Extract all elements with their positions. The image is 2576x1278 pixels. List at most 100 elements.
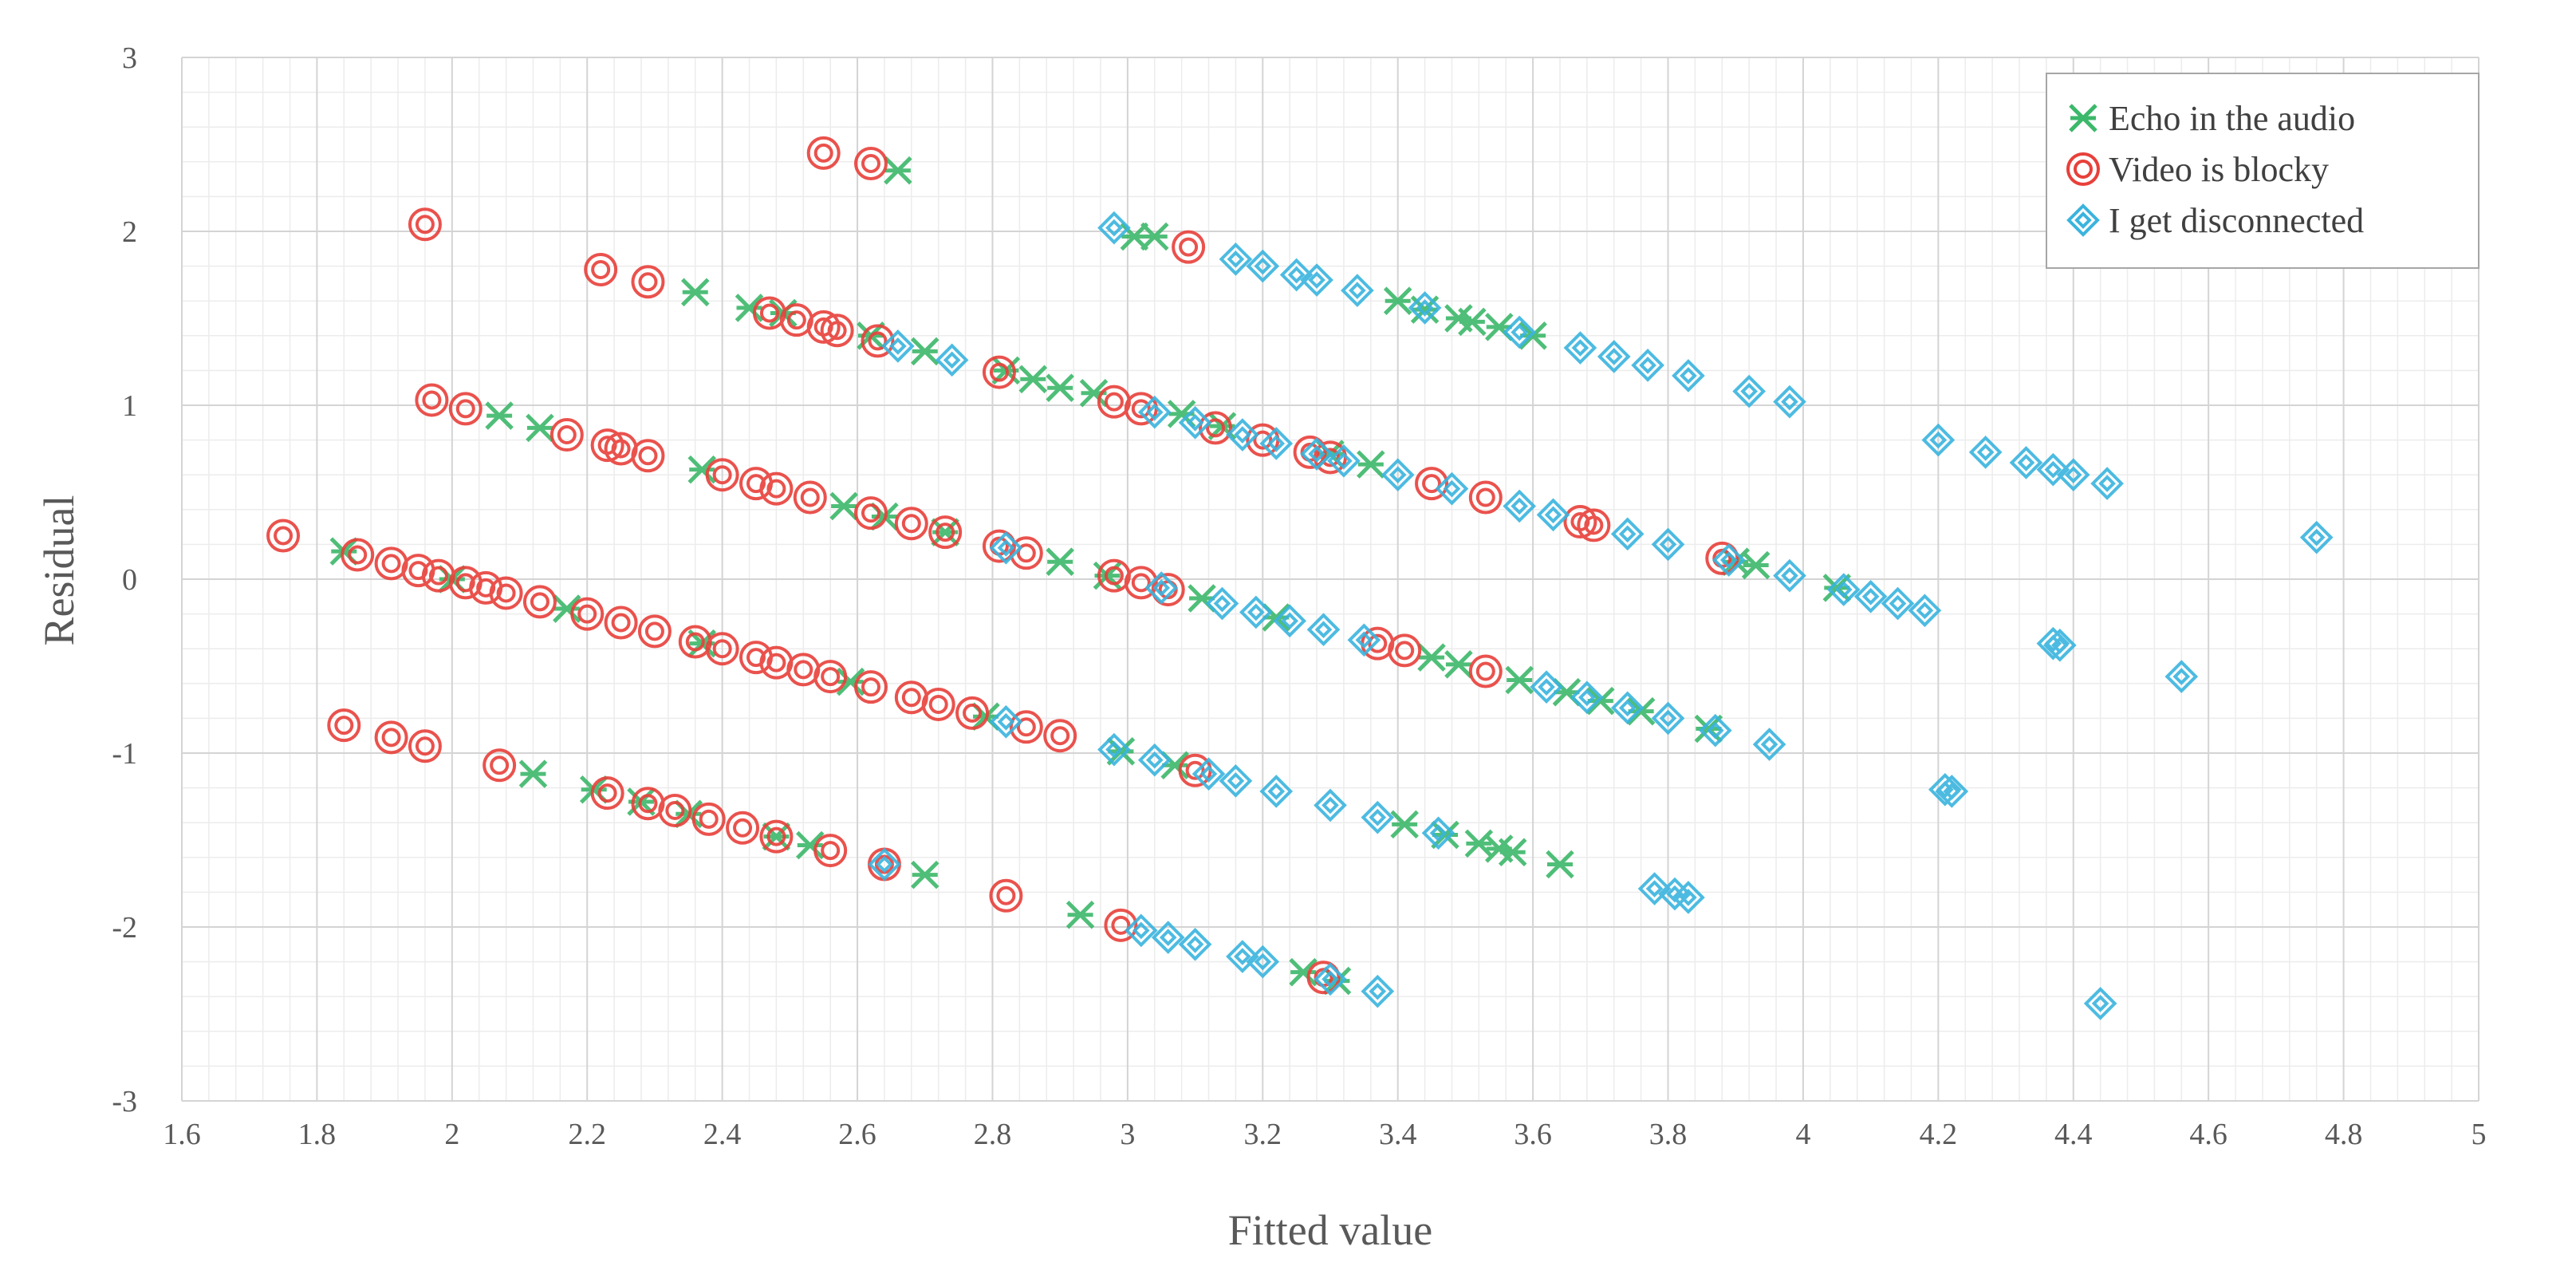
data-point: [2299, 520, 2334, 554]
data-point: [1246, 945, 1280, 979]
data-point: [1239, 595, 1273, 629]
data-point: [854, 146, 888, 180]
data-point: [894, 507, 928, 541]
x-tick-label: 3.4: [1379, 1118, 1417, 1151]
data-point: [1259, 427, 1294, 460]
data-point: [759, 819, 794, 854]
data-point: [989, 878, 1023, 913]
legend: Echo in the audio Video is blocky I get di…: [2046, 73, 2479, 269]
series-i-get-disconnected: [868, 211, 2334, 1020]
data-point: [553, 594, 581, 623]
data-point: [1383, 286, 1412, 315]
data-point: [2083, 987, 2117, 1020]
data-point: [1137, 395, 1172, 429]
data-point: [1009, 536, 1043, 570]
x-tick-label: 2.8: [974, 1118, 1012, 1151]
data-point: [1698, 713, 1732, 747]
data-point: [1046, 547, 1074, 576]
data-point: [448, 392, 483, 426]
y-axis-title: Residual: [35, 495, 83, 646]
data-point: [1458, 307, 1487, 337]
data-point: [2090, 467, 2124, 500]
x-tick-label: 4: [1795, 1118, 1810, 1151]
data-point: [928, 515, 963, 550]
legend-marker-x-star: [2069, 104, 2097, 132]
data-point: [1191, 757, 1226, 791]
data-point: [1357, 450, 1385, 479]
data-point: [1300, 263, 1333, 297]
data-point: [584, 252, 618, 286]
x-tick-label: 5: [2472, 1118, 2487, 1151]
x-tick-label: 2.6: [838, 1118, 876, 1151]
data-point: [1732, 374, 1767, 408]
data-point: [1043, 719, 1077, 753]
data-point: [1503, 489, 1537, 523]
data-point: [854, 496, 888, 531]
data-point: [813, 834, 848, 868]
legend-marker-diamond: [2066, 203, 2100, 237]
data-point: [1140, 222, 1169, 251]
y-tick-label: 3: [122, 41, 137, 75]
legend-items: Echo in the audio Video is blocky I get di…: [2066, 99, 2364, 240]
x-tick-label: 4.2: [1920, 1118, 1958, 1151]
data-point: [483, 748, 517, 783]
data-point: [813, 660, 848, 694]
x-tick-label: 3.6: [1514, 1118, 1552, 1151]
legend-marker-double-circle: [2066, 152, 2100, 186]
x-tick-label: 2.2: [568, 1118, 606, 1151]
data-point: [2009, 446, 2043, 479]
y-tick-label: -2: [112, 911, 137, 945]
data-point: [1908, 594, 1942, 628]
data-point: [522, 585, 557, 619]
data-point: [1637, 872, 1672, 905]
x-axis-title: Fitted value: [1228, 1206, 1432, 1254]
data-point: [868, 847, 901, 882]
data-point: [2056, 458, 2090, 492]
data-point: [266, 519, 301, 553]
data-point: [1219, 764, 1253, 798]
data-point: [854, 670, 888, 704]
data-point: [631, 439, 665, 473]
data-point: [1046, 373, 1074, 402]
data-point: [1672, 359, 1705, 392]
data-point: [1009, 710, 1043, 744]
data-point: [836, 667, 865, 696]
data-point: [1503, 315, 1537, 349]
data-point: [1205, 586, 1239, 621]
legend-label: Video is blocky: [2109, 150, 2329, 189]
data-point: [1741, 550, 1771, 580]
x-tick-labels: 1.6 1.8 2 2.2 2.4 2.6 2.8 3 3.2 3.4 3.6 3.8 4 4.2 4.4 4…: [163, 1118, 2486, 1151]
data-point: [415, 383, 449, 417]
y-tick-label: 2: [122, 215, 137, 249]
data-point: [955, 696, 990, 730]
data-point: [680, 278, 710, 307]
data-point: [637, 614, 672, 649]
data-point: [1651, 701, 1685, 736]
data-point: [1468, 654, 1503, 688]
data-point: [1388, 633, 1422, 668]
x-tick-label: 3.8: [1649, 1118, 1688, 1151]
y-tick-label: 1: [122, 389, 137, 423]
data-point: [820, 314, 854, 348]
x-tick-label: 3: [1120, 1118, 1135, 1151]
data-point: [1097, 211, 1131, 245]
data-point: [1417, 643, 1446, 672]
data-point: [1279, 258, 1314, 292]
legend-label: I get disconnected: [2109, 201, 2364, 240]
data-point: [1300, 437, 1333, 471]
data-point: [1853, 579, 1888, 613]
data-point: [881, 329, 915, 363]
data-point: [604, 605, 638, 640]
data-point: [1144, 571, 1179, 605]
x-tick-label: 4.8: [2325, 1118, 2363, 1151]
data-point: [1968, 436, 2003, 469]
y-tick-label: 0: [122, 563, 137, 597]
y-tick-labels: 3 2 1 0 -1 -2 -3: [112, 41, 137, 1118]
data-point: [518, 759, 548, 788]
x-tick-label: 2.4: [703, 1118, 742, 1151]
data-point: [705, 632, 739, 666]
data-point: [1530, 670, 1563, 704]
data-point: [1178, 405, 1212, 440]
data-point: [1408, 291, 1442, 325]
